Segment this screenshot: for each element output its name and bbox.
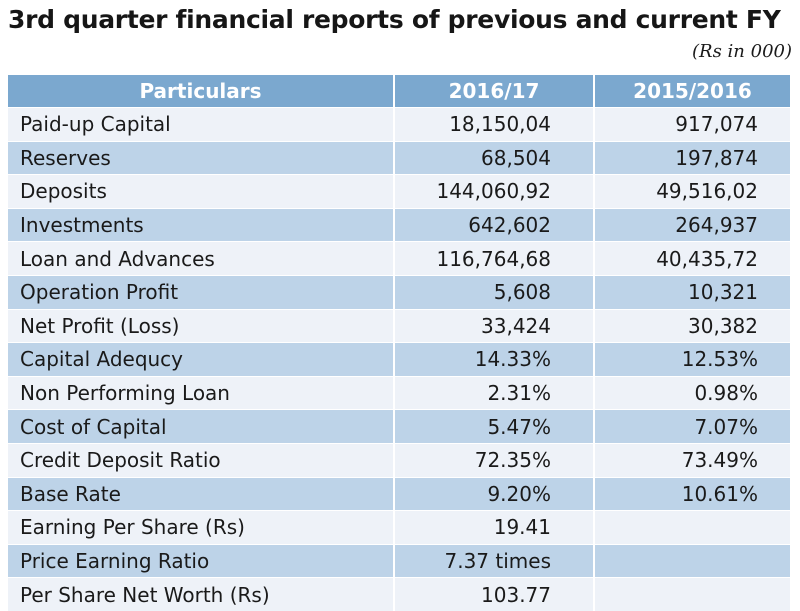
table-row: Cost of Capital 5.47% 7.07% xyxy=(8,409,790,444)
table-row: Deposits 144,060,92 49,516,02 xyxy=(8,174,790,209)
value-2015-2016: 264,937 xyxy=(594,207,790,242)
value-2016-17: 14.33% xyxy=(394,342,595,377)
row-label: Paid-up Capital xyxy=(8,107,395,142)
page-title: 3rd quarter financial reports of previou… xyxy=(8,5,781,34)
value-2015-2016: 917,074 xyxy=(594,107,790,142)
row-label: Earning Per Share (Rs) xyxy=(8,510,395,545)
row-label: Capital Adequcy xyxy=(8,342,395,377)
value-2015-2016: 10.61% xyxy=(594,476,790,511)
value-2016-17: 18,150,04 xyxy=(394,107,595,142)
row-label: Non Performing Loan xyxy=(8,375,395,410)
row-label: Net Profit (Loss) xyxy=(8,308,395,343)
value-2015-2016 xyxy=(594,543,790,578)
value-2015-2016: 0.98% xyxy=(594,375,790,410)
table-row: Investments 642,602 264,937 xyxy=(8,207,790,242)
value-2015-2016: 40,435,72 xyxy=(594,241,790,276)
table-row: Net Profit (Loss) 33,424 30,382 xyxy=(8,308,790,343)
unit-note: (Rs in 000) xyxy=(692,41,792,62)
table-row: Price Earning Ratio 7.37 times xyxy=(8,543,790,578)
header-2015-2016: 2015/2016 xyxy=(594,75,790,108)
value-2016-17: 2.31% xyxy=(394,375,595,410)
row-label: Credit Deposit Ratio xyxy=(8,442,395,478)
table-row: Earning Per Share (Rs) 19.41 xyxy=(8,510,790,545)
value-2016-17: 5,608 xyxy=(394,274,595,310)
value-2016-17: 103.77 xyxy=(394,577,595,611)
row-label: Per Share Net Worth (Rs) xyxy=(8,577,395,611)
value-2016-17: 5.47% xyxy=(394,409,595,444)
value-2016-17: 642,602 xyxy=(394,207,595,242)
row-label: Loan and Advances xyxy=(8,241,395,276)
row-label: Base Rate xyxy=(8,476,395,511)
row-label: Reserves xyxy=(8,140,395,175)
table-row: Paid-up Capital 18,150,04 917,074 xyxy=(8,107,790,142)
value-2016-17: 19.41 xyxy=(394,510,595,545)
table-row: Credit Deposit Ratio 72.35% 73.49% xyxy=(8,442,790,478)
table-row: Reserves 68,504 197,874 xyxy=(8,140,790,175)
table-row: Operation Profit 5,608 10,321 xyxy=(8,274,790,310)
table-row: Non Performing Loan 2.31% 0.98% xyxy=(8,375,790,410)
value-2016-17: 144,060,92 xyxy=(394,174,595,209)
row-label: Operation Profit xyxy=(8,274,395,310)
row-label: Deposits xyxy=(8,174,395,209)
value-2016-17: 116,764,68 xyxy=(394,241,595,276)
value-2015-2016 xyxy=(594,510,790,545)
header-2016-17: 2016/17 xyxy=(394,75,595,108)
value-2015-2016: 12.53% xyxy=(594,342,790,377)
financial-table: Particulars 2016/17 2015/2016 Paid-up Ca… xyxy=(8,75,790,611)
value-2016-17: 68,504 xyxy=(394,140,595,175)
row-label: Price Earning Ratio xyxy=(8,543,395,578)
table-row: Base Rate 9.20% 10.61% xyxy=(8,476,790,511)
value-2016-17: 33,424 xyxy=(394,308,595,343)
value-2016-17: 9.20% xyxy=(394,476,595,511)
value-2015-2016: 30,382 xyxy=(594,308,790,343)
header-particulars: Particulars xyxy=(8,75,395,108)
value-2015-2016: 7.07% xyxy=(594,409,790,444)
row-label: Investments xyxy=(8,207,395,242)
value-2015-2016: 10,321 xyxy=(594,274,790,310)
value-2016-17: 7.37 times xyxy=(394,543,595,578)
row-label: Cost of Capital xyxy=(8,409,395,444)
value-2015-2016: 49,516,02 xyxy=(594,174,790,209)
table-header-row: Particulars 2016/17 2015/2016 xyxy=(8,75,790,108)
value-2015-2016: 73.49% xyxy=(594,442,790,478)
value-2015-2016: 197,874 xyxy=(594,140,790,175)
table-row: Capital Adequcy 14.33% 12.53% xyxy=(8,342,790,377)
value-2016-17: 72.35% xyxy=(394,442,595,478)
table-row: Loan and Advances 116,764,68 40,435,72 xyxy=(8,241,790,276)
table-row: Per Share Net Worth (Rs) 103.77 xyxy=(8,577,790,611)
value-2015-2016 xyxy=(594,577,790,611)
